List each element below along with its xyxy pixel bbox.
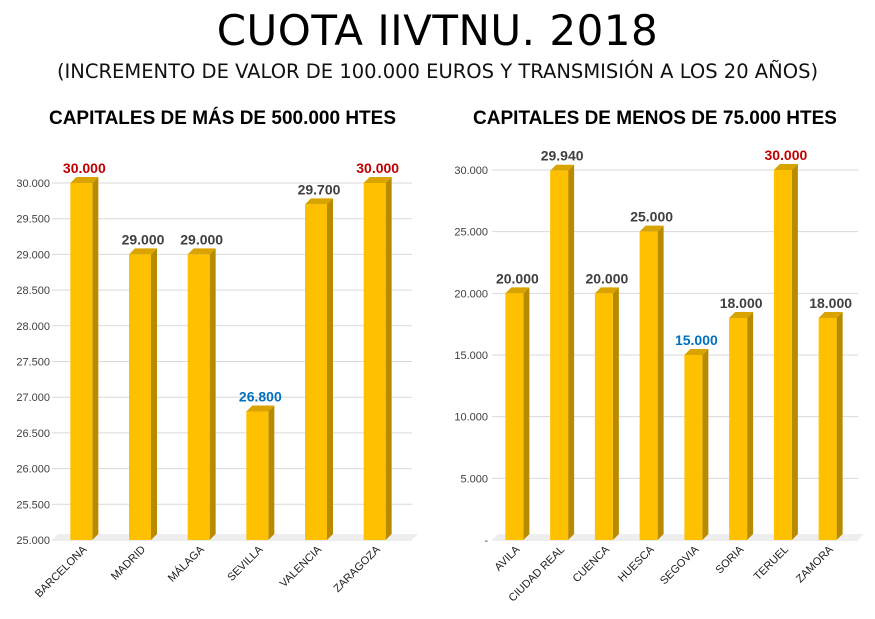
chart-2-bar-teruel [773,170,792,540]
chart-1-ytick-label: 25.500 [16,499,50,511]
chart-1-ytick-label: 26.000 [16,464,50,476]
chart-2-ytick-label: 5.000 [460,473,488,485]
chart-2-bar-side [791,164,798,540]
chart-2-bar-side [612,287,619,540]
chart-2-bar-top [729,312,754,318]
chart-2-bar-huesca [639,231,658,540]
chart-2-bar-side [702,349,709,540]
chart-1-bar-top [129,248,157,255]
chart-1-ytick-label: 27.000 [16,392,50,404]
chart-1-bar-m-laga [187,254,210,540]
chart-2-category-label: SORIA [714,543,747,576]
chart-2-bar-side [523,287,530,540]
chart-1-ytick-label: 29.000 [16,249,50,261]
chart-1-data-label: 29.700 [298,181,341,197]
chart-1-bar-valencia [305,204,327,541]
chart-1-category-label: VALENCIA [278,543,325,590]
chart-2-ytick-label: 15.000 [454,350,488,362]
chart-1-category-label: SEVILLA [225,543,266,584]
chart-1-bar-sevilla [246,411,269,540]
chart-2-ytick-label: 30.000 [454,165,488,177]
chart-2-bar-ciudad-real [550,170,569,541]
chart-1-ytick-label: 30.000 [16,178,50,190]
chart-1-bar-side [92,177,99,540]
chart-2-bar-zamora [818,318,837,540]
chart-2-category-label: SEGOVIA [658,543,702,587]
chart-1-data-label: 30.000 [356,160,399,176]
chart-1-ytick-label: 28.500 [16,285,50,297]
chart-2-floor [492,534,864,540]
chart-1-bar-side [209,248,216,540]
chart-1-bar-barcelona [70,183,93,540]
chart-1-data-label: 29.000 [180,231,223,247]
chart-2-category-label: TERUEL [752,544,791,583]
chart-2-bar-avila [505,293,524,540]
chart-1-bar-zaragoza [363,183,386,540]
chart-2-data-label: 29.940 [541,148,584,164]
chart-2-data-label: 30.000 [764,147,807,163]
chart-2-category-label: HUESCA [616,543,657,584]
chart-1-ytick-label: 27.500 [16,357,50,369]
chart-2-ytick-label: 10.000 [454,412,488,424]
chart-2-bar-cuenca [594,293,613,540]
chart-2-data-label: 18.000 [809,295,852,311]
main-title: CUOTA IIVTNU. 2018 [216,6,659,55]
chart-2-data-label: 18.000 [720,295,763,311]
chart-1-bar-side [327,198,333,541]
chart-2-data-label: 20.000 [585,270,628,286]
chart-2-title: CAPITALES DE MENOS DE 75.000 HTES [473,108,837,129]
chart-2-ytick-label: 25.000 [454,227,488,239]
chart-2-bar-top [550,164,575,171]
chart-2-bar-side [657,225,664,540]
chart-1-ytick-label: 26.500 [16,428,50,440]
chart-2-bar-top [505,287,530,294]
chart-1-data-label: 30.000 [63,160,106,176]
chart-1-data-label: 26.800 [239,388,282,404]
chart-1-bar-side [151,248,157,540]
chart-1-category-label: MÁLAGA [165,542,207,584]
chart-2-bar-top [773,164,798,170]
chart-1-title: CAPITALES DE MÁS DE 500.000 HTES [48,108,397,129]
chart-1-bar-top [70,177,99,183]
chart-2-bar-side [836,312,843,540]
chart-2-category-label: ZAMORA [794,543,836,585]
chart-2-bar-top [594,287,619,294]
chart-1-ytick-label: 29.500 [16,214,50,226]
chart-2-bar-top [818,312,843,318]
chart-2-bar-top [684,349,709,355]
chart-1-category-label: ZARAGOZA [332,543,384,595]
chart-1-bar-side [268,405,275,540]
chart-2-data-label: 15.000 [675,332,718,348]
chart-1-floor [52,534,418,540]
chart-1-bar-side [385,177,392,540]
chart-2-data-label: 20.000 [496,270,539,286]
chart-1-ytick-label: 28.000 [16,321,50,333]
chart-1-category-label: MADRID [109,544,148,583]
chart-2-data-label: 25.000 [630,209,673,225]
chart-1-bar-top [187,248,216,255]
chart-1-bar-top [246,405,275,412]
chart-2-bar-soria [729,318,748,540]
chart-2-bar-side [747,312,754,540]
chart-1-bar-top [363,177,392,183]
chart-2-category-label: CUENCA [571,543,613,585]
chart-2-bar-segovia [684,355,703,540]
chart-1-ytick-label: 25.000 [16,535,50,547]
chart-1-data-label: 29.000 [122,231,165,247]
chart-1-category-label: BARCELONA [33,543,90,600]
chart-2-bar-side [568,164,575,541]
chart-2-ytick-label: - [484,535,488,547]
chart-2-ytick-label: 20.000 [454,288,488,300]
main-subtitle: (INCREMENTO DE VALOR DE 100.000 EUROS Y … [56,60,819,83]
chart-2-category-label: AVILA [493,543,523,573]
chart-2-bar-top [639,225,664,232]
chart-1-bar-top [305,198,333,205]
chart-1-bar-madrid [129,254,151,540]
